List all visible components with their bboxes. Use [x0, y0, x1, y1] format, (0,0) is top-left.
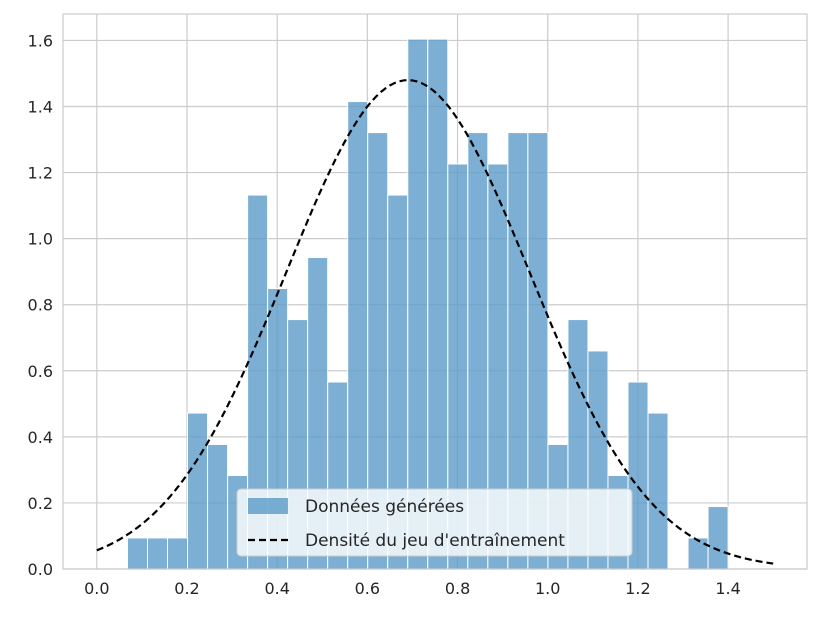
legend-histogram-swatch [248, 498, 288, 514]
x-tick-label: 0.4 [264, 579, 289, 598]
x-tick-label: 0.2 [174, 579, 199, 598]
histogram-bar [647, 412, 669, 570]
x-tick-label: 1.0 [535, 579, 560, 598]
y-tick-label: 1.4 [28, 98, 53, 117]
legend-box [236, 488, 633, 557]
x-tick-label: 0.0 [84, 579, 109, 598]
x-tick-label: 1.4 [715, 579, 740, 598]
y-tick-label: 1.0 [28, 230, 53, 249]
x-axis-ticks: 0.0 0.2 0.4 0.6 0.8 1.0 1.2 1.4 [84, 579, 741, 598]
y-tick-label: 1.6 [28, 31, 53, 50]
histogram-bar [167, 537, 189, 570]
legend-density-label: Densité du jeu d'entraînement [305, 531, 565, 551]
plot-frame [62, 13, 808, 570]
density-curve-layer [96, 78, 774, 565]
histogram-bar [187, 412, 209, 570]
y-tick-label: 0.6 [28, 362, 53, 381]
histogram-bar [207, 443, 229, 570]
x-tick-label: 0.8 [445, 579, 470, 598]
histogram-bar [707, 506, 729, 570]
legend: Données générées Densité du jeu d'entraî… [236, 488, 633, 557]
y-axis-ticks: 0.0 0.2 0.4 0.6 0.8 1.0 1.2 1.4 1.6 [28, 31, 53, 579]
histogram-bar [126, 537, 149, 570]
y-tick-label: 0.0 [28, 560, 53, 579]
y-tick-label: 1.2 [28, 164, 53, 183]
histogram-bar [147, 537, 169, 570]
y-tick-label: 0.4 [28, 428, 53, 447]
x-tick-label: 1.2 [625, 579, 650, 598]
y-tick-label: 0.8 [28, 296, 53, 315]
legend-histogram-label: Données générées [305, 497, 464, 517]
y-tick-label: 0.2 [28, 494, 53, 513]
density-curve [96, 78, 774, 565]
x-tick-label: 0.6 [355, 579, 380, 598]
histogram-bar [687, 537, 709, 570]
